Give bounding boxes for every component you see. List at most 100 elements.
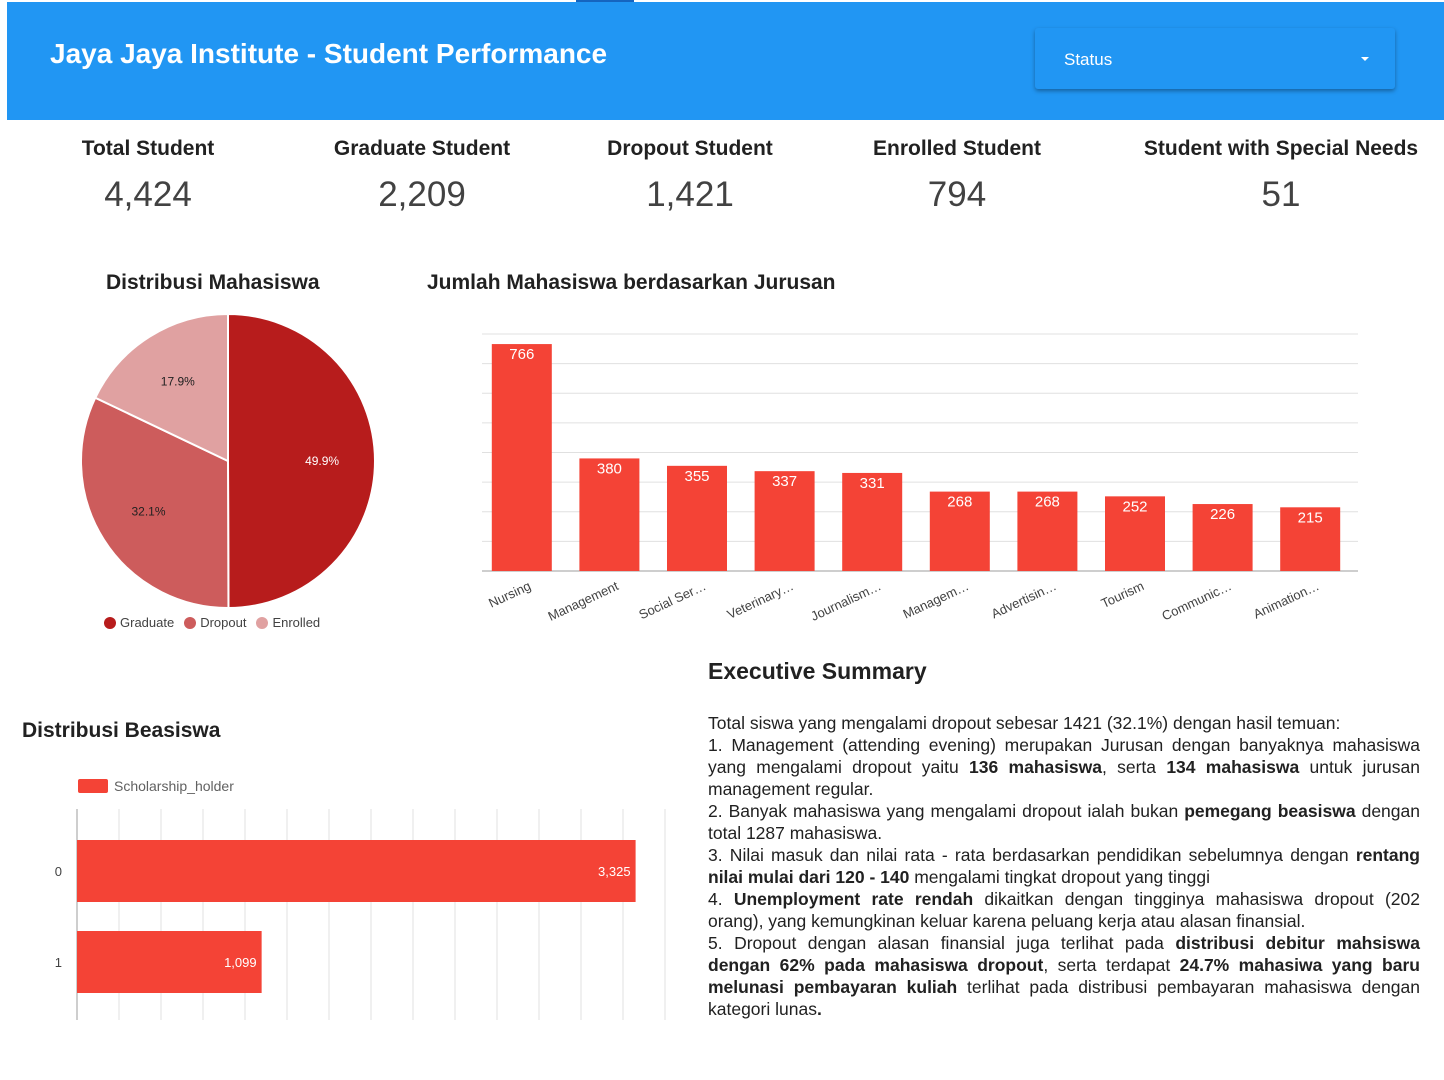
kpi-label: Student with Special Needs [1143, 137, 1419, 160]
bar-2[interactable] [579, 458, 640, 571]
text: 5. Dropout dengan alasan finansial juga … [708, 933, 1176, 953]
summary-point-5: 5. Dropout dengan alasan finansial juga … [708, 932, 1420, 1020]
bar-category-label: Social Ser… [636, 578, 708, 622]
header-bar: Jaya Jaya Institute - Student Performanc… [7, 2, 1444, 120]
kpi-value: 794 [927, 175, 987, 214]
text: 4. [708, 889, 734, 909]
text: mengalami tingkat dropout yang tinggi [909, 867, 1210, 887]
summary-title: Executive Summary [708, 658, 927, 684]
bar-8[interactable] [1105, 496, 1165, 571]
page-title: Jaya Jaya Institute - Student Performanc… [50, 38, 608, 69]
summary-point-2: 2. Banyak mahasiswa yang mengalami dropo… [708, 800, 1420, 844]
scholarship-legend[interactable]: Scholarship_holder [78, 778, 234, 794]
pie-slice-label: 17.9% [161, 374, 195, 388]
pie-slice-dropout[interactable] [80, 396, 230, 609]
bar-value-label: 215 [1298, 509, 1323, 526]
bar-category-label: Nursing [486, 578, 533, 611]
kpi-graduate-student: Graduate Student 2,209 [272, 137, 572, 215]
pie-slice-enrolled[interactable] [93, 312, 229, 463]
status-filter-dropdown[interactable]: Status [1035, 28, 1395, 89]
kpi-label: Total Student [81, 137, 215, 160]
legend-label: Scholarship_holder [114, 778, 234, 794]
bar-3[interactable] [667, 465, 727, 571]
bar-value-label: 337 [772, 473, 797, 490]
bar-6[interactable] [929, 491, 990, 571]
kpi-label: Graduate Student [333, 137, 511, 160]
bar-value-label: 331 [860, 475, 885, 492]
major-bar-chart: 766 Nursing 380 Management 355 Social Ser… 337… [482, 333, 1358, 624]
bar-category-label: Tourism [1099, 578, 1147, 611]
bar-value-label: 380 [597, 460, 622, 477]
text: , serta [1101, 757, 1167, 777]
legend-label: Graduate [120, 615, 175, 630]
pie-chart-title: Distribusi Mahasiswa [106, 271, 320, 294]
legend-label: Enrolled [272, 615, 321, 630]
text: untuk jurusan management regular. [708, 757, 1421, 799]
bar-value-label: 1,099 [224, 955, 257, 970]
bar-category-label: Management [546, 578, 621, 624]
legend-item-dropout[interactable]: Dropout [184, 615, 246, 630]
text: 2. Banyak mahasiswa yang mengalami dropo… [708, 801, 1185, 821]
pie-slice-label: 32.1% [131, 504, 165, 518]
kpi-special-needs: Student with Special Needs 51 [1126, 137, 1436, 215]
executive-summary-text: Total siswa yang mengalami dropout sebes… [708, 712, 1420, 1020]
bar-value-label: 355 [684, 468, 709, 485]
kpi-value: 4,424 [104, 175, 192, 214]
pie-slice-graduate[interactable] [227, 312, 376, 610]
bar-9[interactable] [1192, 504, 1253, 571]
highlight: rentang nilai mulai dari 120 - 140 [708, 845, 1420, 887]
bar-value-label: 268 [1035, 494, 1060, 511]
legend-dot [184, 616, 197, 629]
bar-value-label: 3,325 [598, 864, 631, 879]
pie-slice-label: 49.9% [305, 454, 339, 468]
chevron-down-icon [1361, 57, 1369, 61]
scholarship-chart-title: Distribusi Beasiswa [22, 719, 221, 742]
bar-value-label: 766 [509, 346, 534, 363]
kpi-value: 51 [1261, 175, 1301, 214]
summary-point-1: 1. Management (attending evening) merupa… [708, 734, 1420, 800]
legend-item-enrolled[interactable]: Enrolled [256, 615, 320, 630]
text: dikaitkan dengan tingginya mahasiswa dro… [708, 889, 1421, 931]
legend-item-graduate[interactable]: Graduate [104, 615, 174, 630]
text: terlihat pada distribusi pembayaran maha… [708, 977, 1420, 1019]
highlight: distribusi debitur mahsiswa dengan 62% p… [708, 933, 1420, 975]
text: 3. Nilai masuk dan nilai rata - rata ber… [708, 845, 1356, 865]
bar-7[interactable] [1017, 491, 1078, 571]
bar-category-label: 0 [55, 864, 62, 879]
pie-chart: 49.9% 32.1% 17.9% [80, 312, 376, 610]
legend-swatch [78, 779, 108, 793]
legend-label: Dropout [200, 615, 247, 630]
scholarship-bar-1[interactable] [77, 931, 262, 993]
kpi-enrolled-student: Enrolled Student 794 [807, 137, 1107, 215]
legend-dot [104, 616, 116, 629]
bar-10[interactable] [1280, 507, 1341, 571]
bar-chart-title: Jumlah Mahasiswa berdasarkan Jurusan [427, 271, 836, 294]
bar-category-label: Veterinary… [725, 578, 796, 622]
bar-value-label: 252 [1122, 498, 1147, 515]
summary-point-4: 4. Unemployment rate rendah dikaitkan de… [708, 888, 1420, 932]
highlight: . [816, 999, 822, 1019]
bar-category-label: Animation… [1251, 578, 1322, 622]
scholarship-bar-chart: 3,325 0 1,099 1 [55, 809, 666, 1020]
text: dengan total 1287 mahasiswa. [708, 801, 1420, 843]
bar-4[interactable] [754, 471, 815, 571]
highlight: Unemployment rate rendah [733, 889, 974, 909]
top-strip-light [636, 0, 877, 2]
legend-dot [256, 616, 269, 629]
bar-category-label: Managem… [901, 578, 972, 622]
text: , serta terdapat [1043, 955, 1180, 975]
bar-1[interactable] [491, 344, 552, 571]
bar-category-label: 1 [55, 955, 62, 970]
text: 1. Management (attending evening) merupa… [708, 735, 1420, 777]
highlight: 134 mahasiswa [1166, 757, 1300, 777]
highlight: 136 mahasiswa [969, 757, 1102, 777]
bar-value-label: 268 [947, 494, 972, 511]
top-strip-accent [576, 0, 634, 2]
bar-category-label: Advertisin… [989, 578, 1059, 621]
bar-value-label: 226 [1210, 506, 1235, 523]
status-dropdown-label: Status [1064, 50, 1113, 69]
summary-intro: Total siswa yang mengalami dropout sebes… [708, 713, 1341, 733]
scholarship-bar-0[interactable] [77, 840, 636, 902]
summary-point-3: 3. Nilai masuk dan nilai rata - rata ber… [708, 844, 1420, 888]
bar-5[interactable] [842, 472, 903, 571]
